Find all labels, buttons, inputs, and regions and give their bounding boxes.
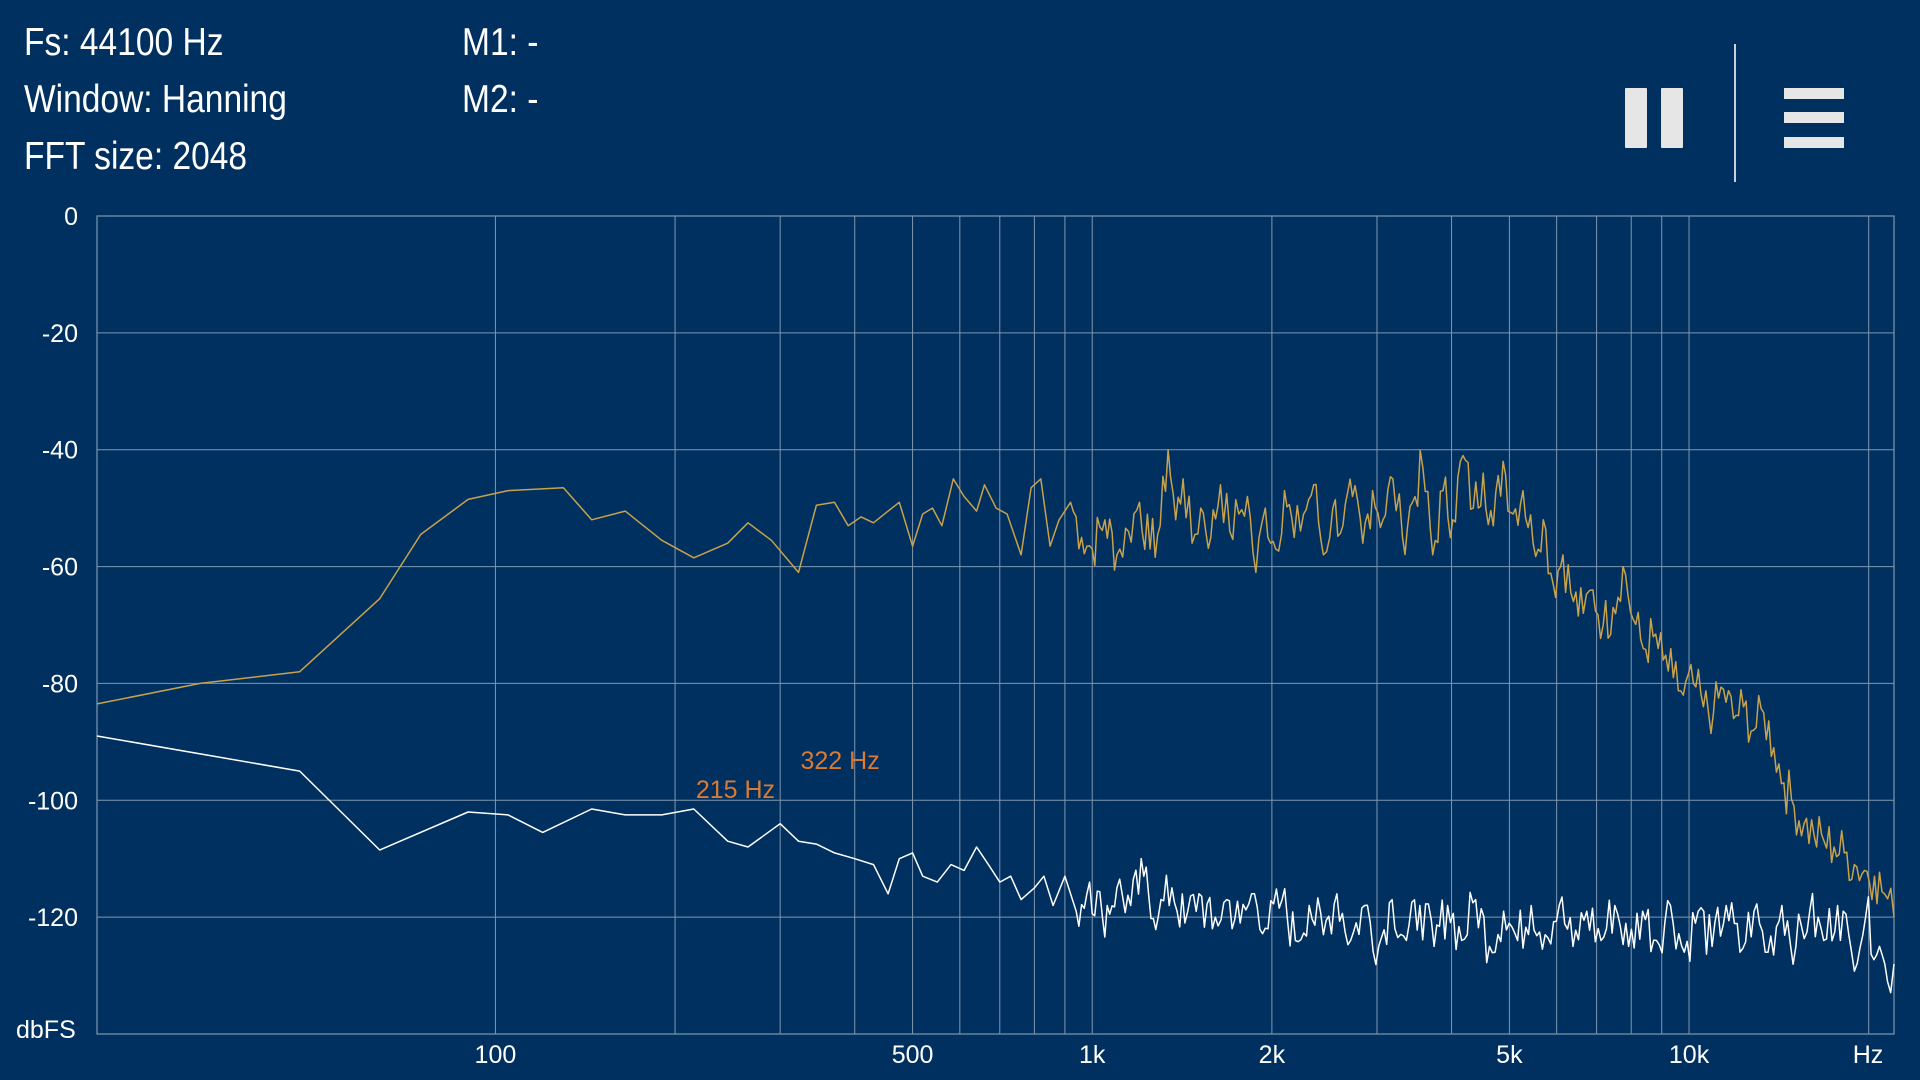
plot-frame [96, 215, 1895, 1035]
x-tick-label: 5k [1496, 1041, 1523, 1069]
x-axis-label: Hz [1853, 1041, 1884, 1069]
marker-panel: M1: - M2: - [462, 14, 538, 128]
menu-button[interactable] [1782, 86, 1846, 150]
x-tick-label: 100 [475, 1041, 517, 1069]
y-axis-label: dbFS [16, 1016, 76, 1044]
y-tick-label: 0 [64, 203, 78, 231]
marker-m1-text: M1: - [462, 21, 539, 64]
x-tick-label: 1k [1079, 1041, 1106, 1069]
y-tick-label: -40 [42, 437, 78, 465]
window-type-text: Window: Hanning [24, 78, 287, 121]
chart-series [96, 448, 1895, 994]
y-tick-label: -60 [42, 554, 78, 582]
chart-grid [96, 215, 1895, 1035]
y-tick-label: -80 [42, 670, 78, 698]
x-tick-label: 10k [1669, 1041, 1710, 1069]
pause-button[interactable] [1622, 86, 1686, 150]
x-tick-label: 2k [1259, 1041, 1286, 1069]
sample-rate-text: Fs: 44100 Hz [24, 21, 224, 64]
noise-floor-line [96, 735, 1895, 994]
chart-labels: 0 -20 -40 -60 -80 -100 -120 dbFS 100 500 1k 2k 5k 10k… [16, 203, 1883, 1069]
x-tick-label: 500 [892, 1041, 934, 1069]
fft-size-text: FFT size: 2048 [24, 135, 248, 178]
stats-panel: Fs: 44100 Hz Window: Hanning FFT size: 2… [24, 14, 287, 185]
spectrum-line [96, 448, 1895, 918]
y-tick-label: -20 [42, 320, 78, 348]
marker-m2-text: M2: - [462, 78, 539, 121]
marker-label: 322 Hz [801, 747, 880, 775]
toolbar-divider [1734, 44, 1736, 182]
y-tick-label: -120 [28, 904, 78, 932]
y-tick-label: -100 [28, 787, 78, 815]
marker-label: 215 Hz [696, 776, 775, 804]
